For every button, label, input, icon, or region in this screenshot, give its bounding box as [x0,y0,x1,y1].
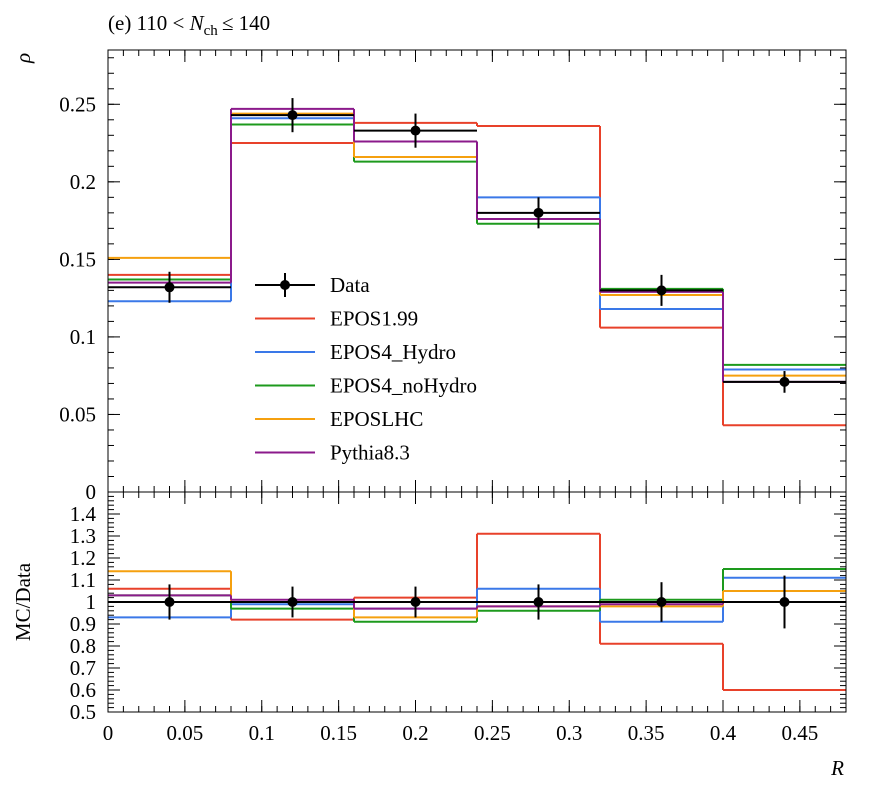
x-tick-label: 0.2 [402,721,428,745]
y-tick-label: 0.25 [59,92,96,116]
y-tick-label: 0.2 [70,170,96,194]
legend-label: EPOS4_noHydro [330,374,477,398]
title-part: ≤ 140 [222,11,270,35]
data-point [656,597,667,607]
data-point [410,597,421,607]
legend-label: EPOSLHC [330,407,423,431]
title-part: N [189,11,205,35]
data-point [779,597,790,607]
y-axis-label: MC/Data [11,562,35,641]
data-point [656,285,667,296]
y-tick-label: 1.1 [70,568,96,592]
title-part: ch [204,23,219,39]
y-tick-label: 1.2 [70,546,96,570]
chart-title: (e) 110 < Nch ≤ 140 [108,11,270,39]
y-tick-label: 0.7 [70,656,96,680]
y-tick-label: 0.9 [70,612,96,636]
y-tick-label: 0.5 [70,700,96,724]
y-tick-label: 0 [86,480,97,504]
legend-swatch [280,280,290,290]
y-tick-label: 0.1 [70,325,96,349]
y-tick-label: 1.4 [70,502,97,526]
data-point [533,597,544,607]
legend-label: EPOS4_Hydro [330,340,456,364]
plot-frame [107,491,847,713]
data-point [287,597,298,607]
data-point [164,282,175,293]
data-point [164,597,175,607]
x-tick-label: 0.4 [710,721,737,745]
y-tick-label: 0.6 [70,678,96,702]
legend-label: EPOS1.99 [330,307,418,331]
data-point [287,110,298,121]
y-tick-label: 0.15 [59,247,96,271]
x-tick-label: 0.25 [474,721,511,745]
x-axis-label: R [830,756,844,780]
x-tick-label: 0 [103,721,114,745]
data-point [410,125,421,136]
title-part: (e) 110 < [108,11,184,35]
x-tick-label: 0.3 [556,721,582,745]
x-tick-label: 0.45 [782,721,819,745]
x-tick-label: 0.1 [249,721,275,745]
x-tick-label: 0.35 [628,721,665,745]
data-point [533,207,544,218]
y-tick-label: 1.3 [70,524,96,548]
x-tick-label: 0.05 [167,721,204,745]
y-tick-label: 0.05 [59,402,96,426]
y-tick-label: 1 [86,590,97,614]
legend-label: Pythia8.3 [330,441,410,465]
x-tick-label: 0.15 [320,721,357,745]
y-axis-label: ρ [11,53,35,64]
y-tick-label: 0.8 [70,634,96,658]
data-point [779,376,790,387]
legend-label: Data [330,273,370,297]
